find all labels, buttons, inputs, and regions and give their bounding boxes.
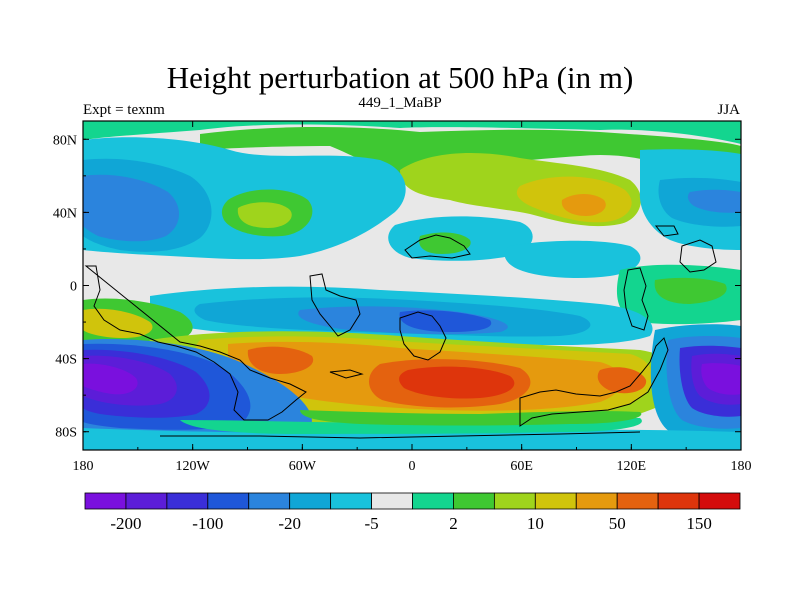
contour-region [687,189,741,213]
contour-region [83,308,153,338]
coastline [329,369,364,379]
colorbar-label: 150 [686,514,712,533]
contour-region [399,310,492,332]
coastline [623,267,649,331]
contour-fill [83,121,741,450]
colorbar-swatch [412,492,454,510]
coastline [399,311,447,361]
contour-region [237,202,292,228]
colorbar-swatch [698,492,741,510]
colorbar-label: 2 [449,514,458,533]
contour-region [83,363,138,395]
y-tick-label: 80N [53,133,77,148]
coastlines [84,225,717,439]
x-tick-label: 0 [409,459,416,474]
coastline [309,273,361,337]
contour-region [83,121,741,144]
colorbar-swatch [330,492,372,510]
colorbar-label: 50 [609,514,626,533]
colorbar: -200 -100 -20 -5 2 10 50 150 [84,492,741,533]
y-tick-label: 40S [55,353,77,368]
x-tick-label: 120E [617,459,647,474]
coastline [519,337,669,427]
colorbar-label: -200 [110,514,141,533]
colorbar-swatch [616,492,659,510]
contour-region [597,367,647,394]
coastline [404,234,471,259]
colorbar-swatch [534,492,577,510]
x-axis: 180 120W 60W 0 60E 120E 180 [73,121,752,474]
colorbar-swatch [125,492,168,510]
y-tick-label: 40N [53,206,77,221]
colorbar-swatch [657,492,700,510]
coastline [654,225,679,237]
coastline [160,431,641,439]
contour-region [399,366,515,399]
x-tick-label: 180 [731,459,752,474]
y-tick-label: 0 [70,280,77,295]
colorbar-label: -5 [364,514,378,533]
coastline [84,265,307,421]
x-tick-label: 180 [73,459,94,474]
contour-region [247,346,314,374]
y-tick-label: 80S [55,426,77,441]
chart-title: Height perturbation at 500 hPa (in m) [166,60,634,95]
colorbar-swatch [289,492,332,510]
left-subtitle: Expt = texnm [83,102,165,118]
coastline [679,239,717,273]
colorbar-swatch [207,492,250,510]
right-subtitle: JJA [717,102,740,118]
colorbar-swatch [371,492,413,510]
x-tick-label: 120W [176,459,211,474]
contour-region [504,240,641,278]
x-tick-label: 60W [289,459,317,474]
y-axis: 80N 40N 0 40S 80S [53,133,741,441]
colorbar-label: 10 [527,514,544,533]
colorbar-swatch [166,492,209,510]
contour-region [83,174,180,242]
contour-region [561,194,606,216]
colorbar-swatch [493,492,536,510]
contour-region [701,363,741,395]
contour-region [419,232,471,254]
colorbar-swatch [575,492,618,510]
colorbar-label: -20 [278,514,301,533]
contour-region [654,277,727,304]
colorbar-swatch [248,492,291,510]
center-subtitle: 449_1_MaBP [358,95,442,111]
colorbar-label: -100 [192,514,223,533]
colorbar-swatch [84,492,127,510]
colorbar-swatch [453,492,495,510]
x-tick-label: 60E [510,459,533,474]
